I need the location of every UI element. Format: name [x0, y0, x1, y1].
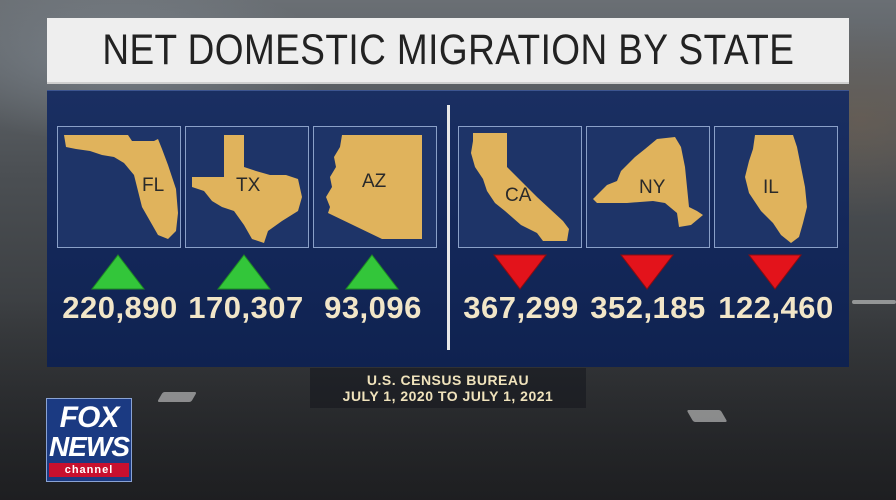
- new-york-map-icon: [593, 137, 703, 227]
- state-abbr-ca: CA: [505, 185, 532, 206]
- logo-fox-text: FOX: [59, 401, 120, 434]
- migration-value-tx: 170,307: [188, 290, 304, 325]
- florida-map-icon: [64, 135, 178, 239]
- state-abbr-tx: TX: [236, 175, 261, 196]
- state-card-tx: TX: [185, 126, 309, 248]
- down-arrow-icon: [747, 254, 803, 290]
- lane-marking: [852, 300, 896, 304]
- logo-channel-text: channel: [49, 463, 129, 477]
- state-abbr-il: IL: [763, 177, 779, 198]
- fox-news-logo: FOX NEWS channel: [46, 398, 132, 482]
- migration-value-az: 93,096: [324, 290, 422, 325]
- source-backdrop: [310, 368, 586, 408]
- down-arrow-icon: [492, 254, 548, 290]
- logo-news-text: NEWS: [49, 431, 130, 462]
- state-card-fl: FL: [57, 126, 181, 248]
- gain-loss-divider: [447, 105, 450, 350]
- migration-value-il: 122,460: [718, 290, 834, 325]
- texas-map-icon: [192, 135, 302, 243]
- state-abbr-fl: FL: [142, 175, 165, 196]
- arizona-map-icon: [326, 135, 422, 239]
- up-arrow-icon: [344, 254, 400, 290]
- illinois-map-icon: [745, 135, 807, 243]
- up-arrow-icon: [216, 254, 272, 290]
- state-card-az: AZ: [313, 126, 437, 248]
- page-title: NET DOMESTIC MIGRATION BY STATE: [101, 25, 795, 74]
- title-bar: NET DOMESTIC MIGRATION BY STATE: [47, 18, 849, 84]
- up-arrow-icon: [90, 254, 146, 290]
- state-card-ca: CA: [458, 126, 582, 248]
- source-line-1: U.S. CENSUS BUREAU: [366, 372, 530, 388]
- migration-value-fl: 220,890: [62, 290, 178, 325]
- state-card-il: IL: [714, 126, 838, 248]
- state-card-ny: NY: [586, 126, 710, 248]
- california-map-icon: [471, 133, 569, 241]
- state-abbr-ny: NY: [639, 177, 666, 198]
- source-line-2: JULY 1, 2020 TO JULY 1, 2021: [342, 388, 554, 404]
- state-abbr-az: AZ: [362, 171, 387, 192]
- migration-value-ca: 367,299: [463, 290, 579, 325]
- migration-value-ny: 352,185: [590, 290, 706, 325]
- down-arrow-icon: [619, 254, 675, 290]
- lane-marking: [686, 410, 728, 422]
